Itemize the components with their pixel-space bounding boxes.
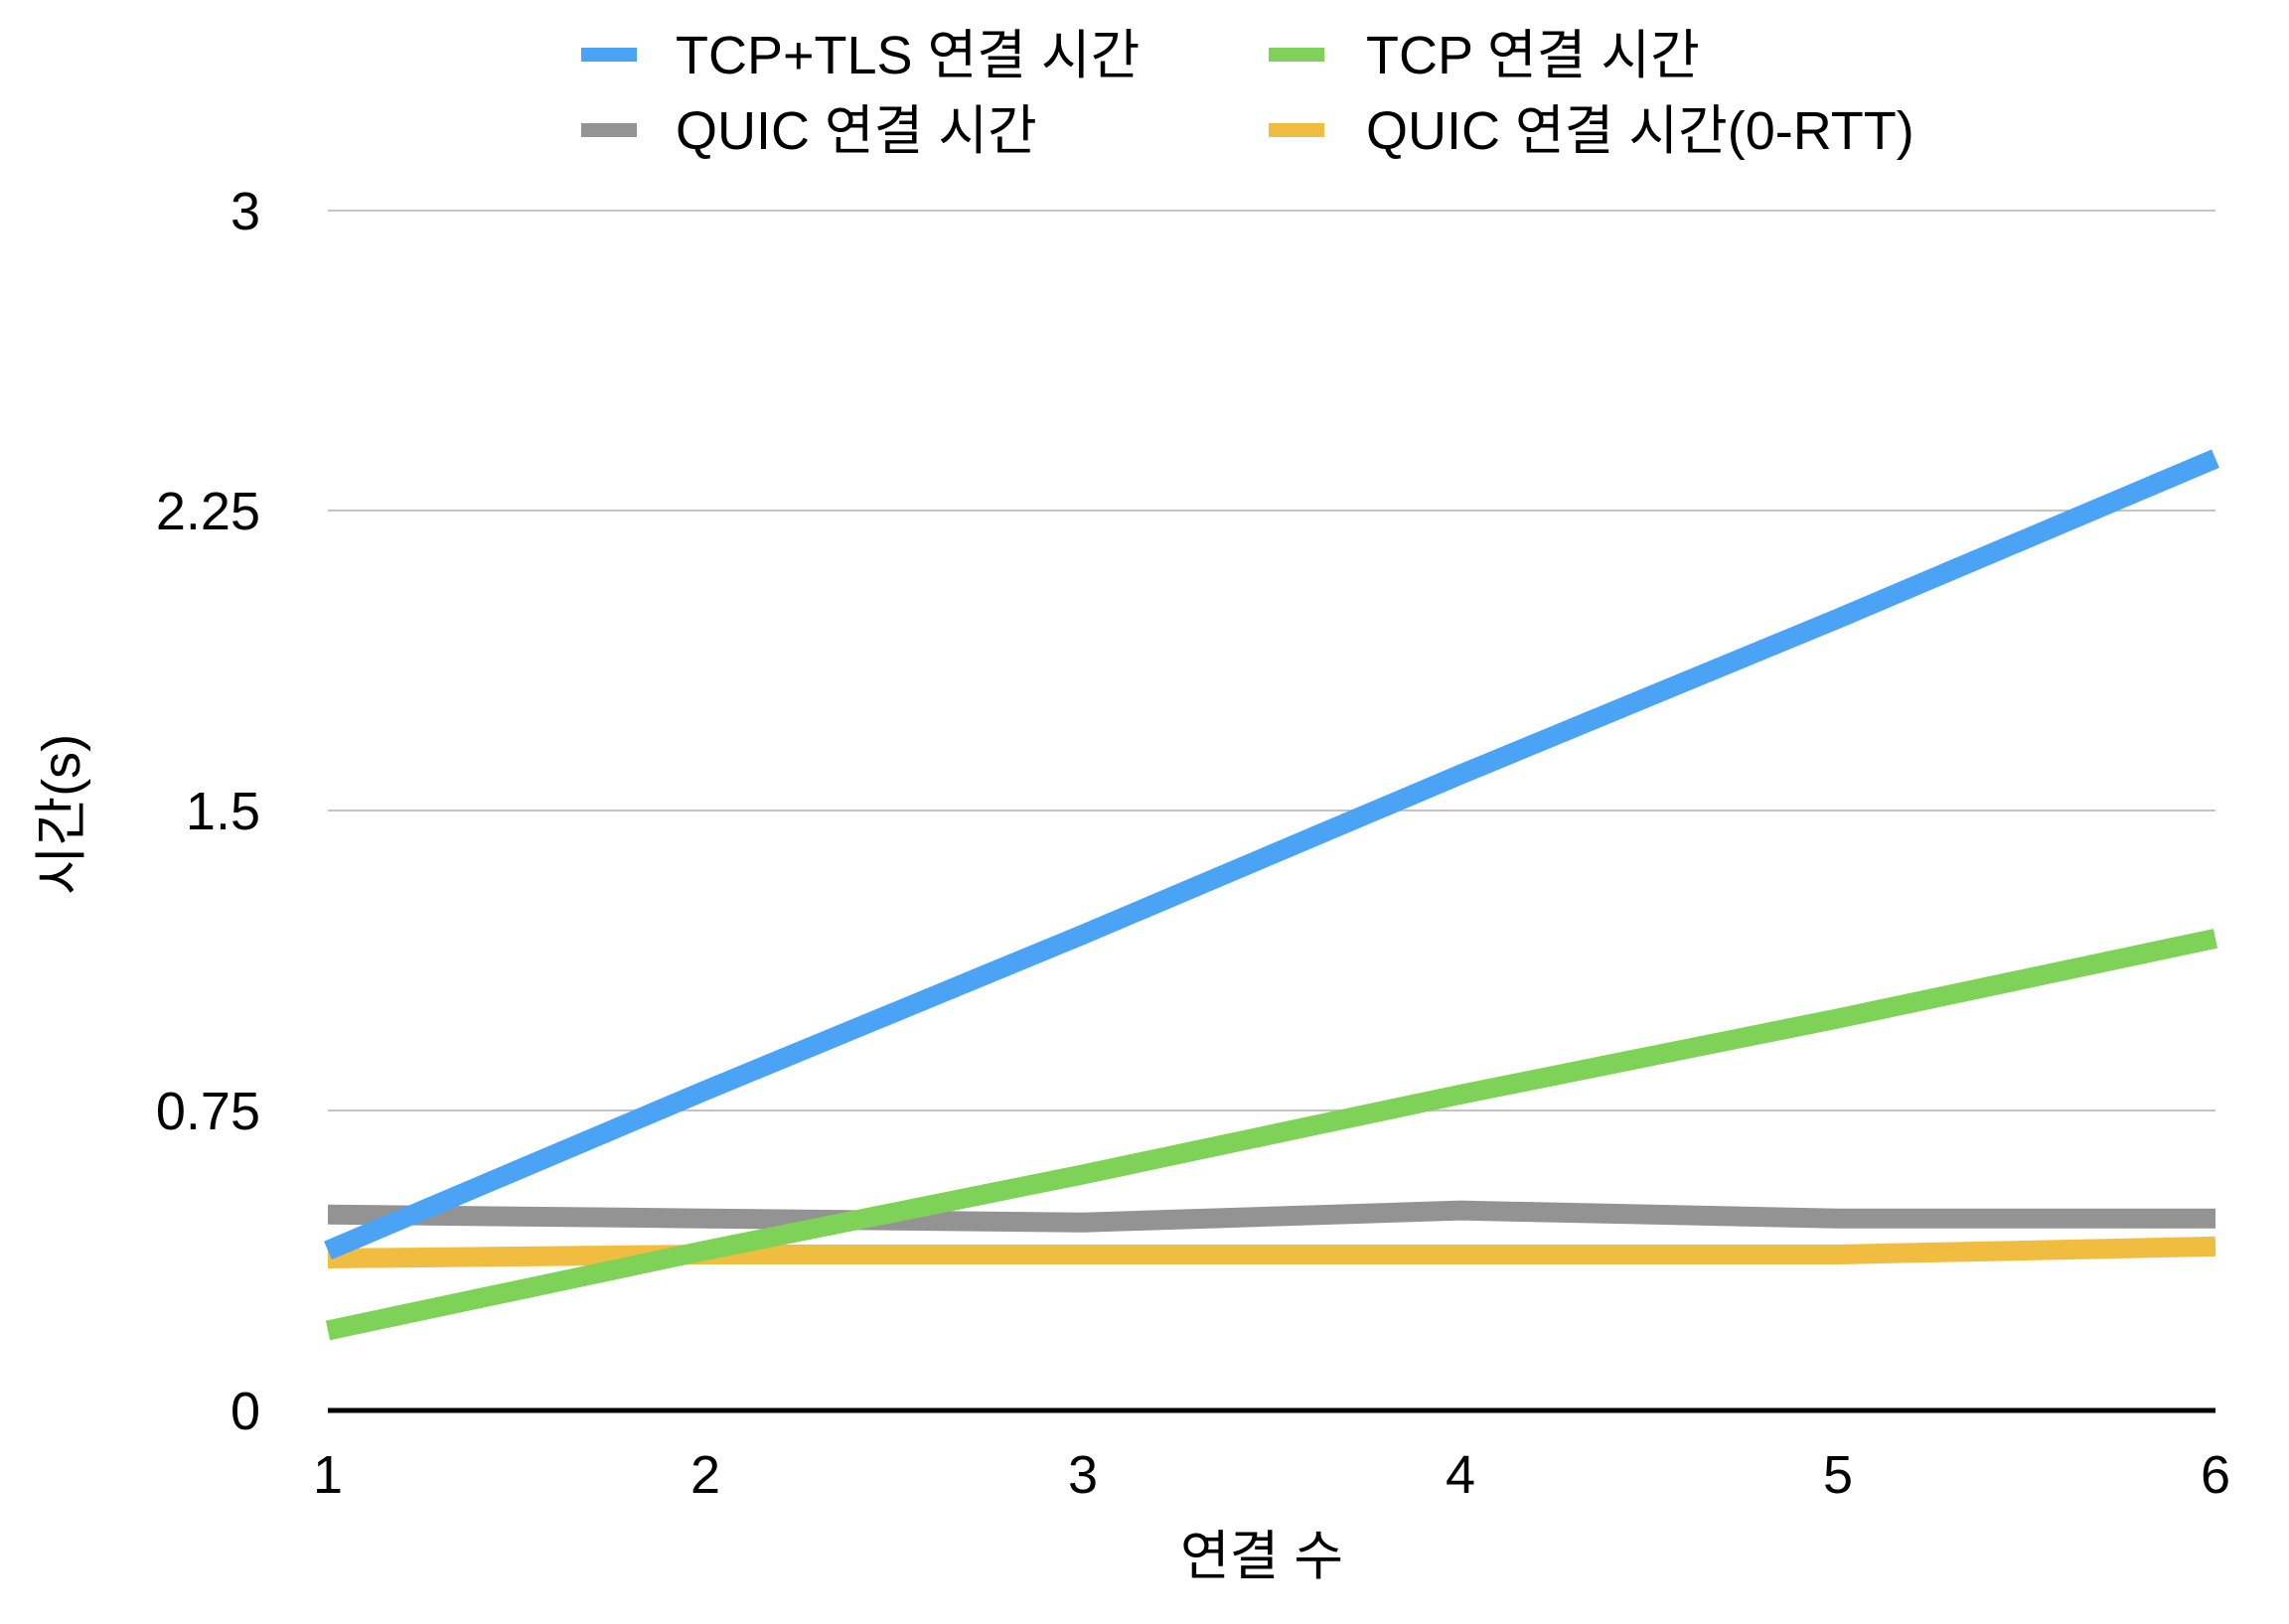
x-tick-label: 3 <box>1068 1445 1098 1505</box>
axes: 0 0.75 1.5 2.25 3 1 2 3 4 5 6 <box>156 182 2230 1505</box>
y-axis-title: 시간(s) <box>32 734 91 895</box>
y-tick-label: 0.75 <box>156 1082 260 1141</box>
y-tick-label: 2.25 <box>156 482 260 541</box>
y-tick-label: 0 <box>230 1382 260 1441</box>
series-line-1 <box>324 449 2219 1260</box>
gridlines <box>328 210 2215 1111</box>
y-tick-label: 1.5 <box>186 782 260 841</box>
legend-label: QUIC 연결 시간 <box>676 101 1037 161</box>
x-tick-label: 4 <box>1446 1445 1475 1505</box>
x-tick-label: 2 <box>690 1445 720 1505</box>
x-tick-label: 5 <box>1823 1445 1853 1505</box>
series-line-3 <box>327 1200 2215 1233</box>
legend-label: TCP 연결 시간 <box>1366 26 1700 85</box>
legend: TCP+TLS 연결 시간 TCP 연결 시간 QUIC 연결 시간 QUIC 연결 … <box>581 26 1914 161</box>
series-line-4 <box>327 1236 2216 1268</box>
x-tick-label: 1 <box>313 1445 343 1505</box>
x-tick-label: 6 <box>2201 1445 2230 1505</box>
x-axis-title: 연결 수 <box>1180 1527 1343 1586</box>
legend-label: TCP+TLS 연결 시간 <box>676 26 1140 85</box>
legend-label: QUIC 연결 시간(0-RTT) <box>1366 101 1914 161</box>
series-lines <box>324 449 2219 1341</box>
series-line-2 <box>325 929 2218 1341</box>
y-tick-label: 3 <box>230 182 260 241</box>
